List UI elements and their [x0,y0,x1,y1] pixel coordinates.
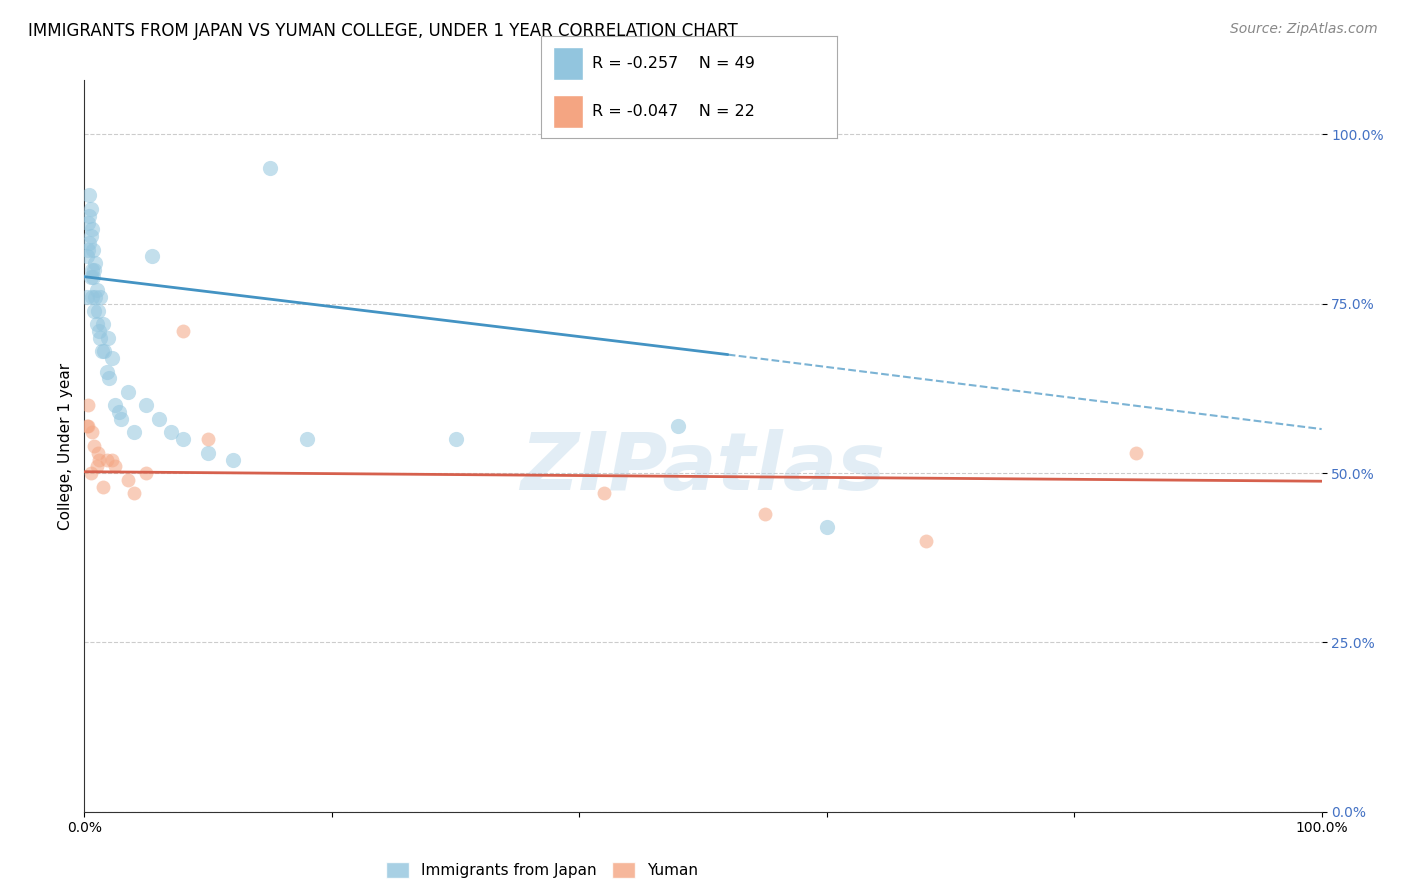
Point [79,235,101,250]
Point [122,486,145,500]
Point [76,290,98,304]
Point [295,432,318,446]
Point [82,269,104,284]
Point [84,290,107,304]
Text: IMMIGRANTS FROM JAPAN VS YUMAN COLLEGE, UNDER 1 YEAR CORRELATION CHART: IMMIGRANTS FROM JAPAN VS YUMAN COLLEGE, … [28,22,738,40]
Point [172,324,194,338]
Point [122,425,145,440]
Point [259,161,281,176]
Point [83,303,105,318]
Bar [553,95,582,128]
Point [135,398,157,412]
Point [117,473,139,487]
Legend: Immigrants from Japan, Yuman: Immigrants from Japan, Yuman [380,856,704,885]
Point [84,256,107,270]
Point [100,351,122,365]
Point [104,459,127,474]
Point [83,263,105,277]
Point [117,384,139,399]
Y-axis label: College, Under 1 year: College, Under 1 year [58,362,73,530]
Point [77,215,100,229]
Point [83,439,105,453]
Point [110,412,132,426]
Text: ZIPatlas: ZIPatlas [520,429,886,507]
Point [77,418,100,433]
Text: R = -0.047    N = 22: R = -0.047 N = 22 [592,104,755,120]
Point [104,398,127,412]
Point [98,371,121,385]
Point [815,520,838,534]
Point [79,209,101,223]
Point [87,446,110,460]
Point [79,229,101,244]
Point [593,486,616,500]
Point [89,290,111,304]
Bar [553,47,582,79]
Point [197,432,219,446]
Point [96,452,118,467]
Point [197,446,219,460]
Point [108,405,131,419]
Point [77,398,100,412]
Point [87,303,110,318]
Point [86,459,108,474]
Point [79,466,101,480]
Text: R = -0.257    N = 49: R = -0.257 N = 49 [592,56,755,70]
Point [86,283,108,297]
Point [444,432,467,446]
Point [666,418,689,433]
Point [82,243,104,257]
Point [79,188,101,202]
Point [91,480,114,494]
Point [90,344,112,359]
Point [80,290,103,304]
Point [79,202,101,216]
Point [1125,446,1147,460]
Point [914,533,936,548]
Point [77,243,100,257]
Point [89,324,111,338]
Point [172,432,194,446]
Point [80,222,103,236]
Point [754,507,776,521]
Point [80,263,103,277]
Point [89,452,111,467]
Text: Source: ZipAtlas.com: Source: ZipAtlas.com [1230,22,1378,37]
Point [148,412,170,426]
Point [100,452,122,467]
Point [76,418,98,433]
Point [93,344,115,359]
Point [96,364,118,378]
Point [91,317,114,331]
Point [97,331,120,345]
Point [135,466,157,480]
Point [80,425,103,440]
Point [141,249,163,263]
Point [79,269,101,284]
Point [86,317,108,331]
Point [160,425,183,440]
Point [89,331,111,345]
Point [222,452,245,467]
Point [76,249,98,263]
